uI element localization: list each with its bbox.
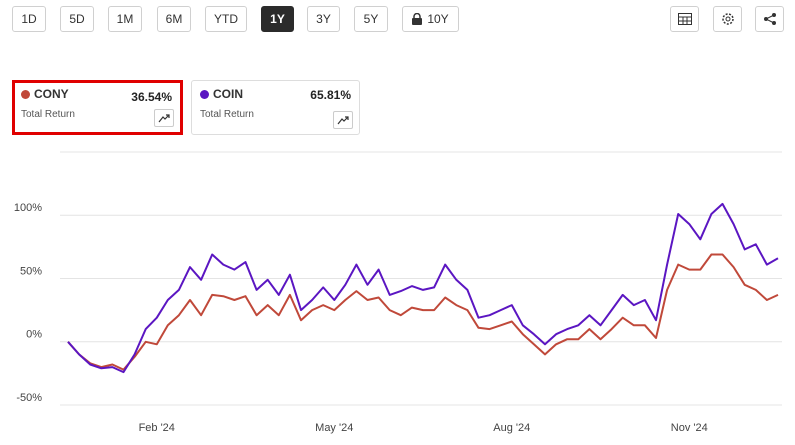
return-card[interactable]: COIN 65.81% Total Return [191, 80, 360, 135]
y-tick-label: -50% [16, 392, 42, 404]
ticker: CONY [21, 87, 174, 101]
x-tick-label: Nov '24 [671, 422, 708, 434]
ticker-name: CONY [34, 87, 69, 101]
chart-toggle[interactable] [154, 109, 174, 127]
range-label: 6M [165, 12, 183, 26]
range-label: 1D [21, 12, 37, 26]
range-label: 5Y [363, 12, 379, 26]
settings-button[interactable] [713, 6, 742, 32]
x-tick-label: Feb '24 [139, 422, 175, 434]
x-tick-label: Aug '24 [493, 422, 530, 434]
x-tick-label: May '24 [315, 422, 353, 434]
share-button[interactable] [755, 6, 784, 32]
lock-icon [412, 13, 423, 25]
range-label: 3Y [316, 12, 331, 26]
return-value: 36.54% [131, 90, 172, 104]
ticker-name: COIN [213, 87, 243, 101]
series-line [67, 202, 779, 374]
y-tick-label: 50% [20, 265, 42, 277]
return-card[interactable]: CONY 36.54% Total Return [12, 80, 183, 135]
series-dot [21, 89, 30, 99]
y-tick-label: 100% [14, 202, 42, 214]
range-button[interactable]: 3Y [307, 6, 340, 32]
chart-toggle[interactable] [333, 111, 353, 129]
range-button[interactable]: 1D [12, 6, 46, 32]
range-label: 1M [116, 12, 134, 26]
range-button[interactable]: YTD [205, 6, 247, 32]
range-button[interactable]: 1M [108, 6, 142, 32]
range-button[interactable]: 5Y [354, 6, 388, 32]
range-label: 10Y [427, 12, 449, 26]
range-button[interactable]: 6M [157, 6, 191, 32]
ticker: COIN [200, 87, 351, 101]
return-label: Total Return [21, 109, 75, 120]
y-tick-label: 0% [26, 329, 42, 341]
return-label: Total Return [200, 109, 254, 120]
series-dot [200, 89, 209, 99]
range-label: YTD [214, 12, 238, 26]
range-label: 5D [69, 12, 85, 26]
range-button[interactable]: 1Y [261, 6, 294, 32]
range-label: 1Y [270, 12, 285, 26]
series-line [67, 253, 779, 371]
range-button[interactable]: 10Y [402, 6, 459, 32]
return-value: 65.81% [310, 88, 351, 102]
range-button[interactable]: 5D [60, 6, 94, 32]
table-button[interactable] [670, 6, 699, 32]
